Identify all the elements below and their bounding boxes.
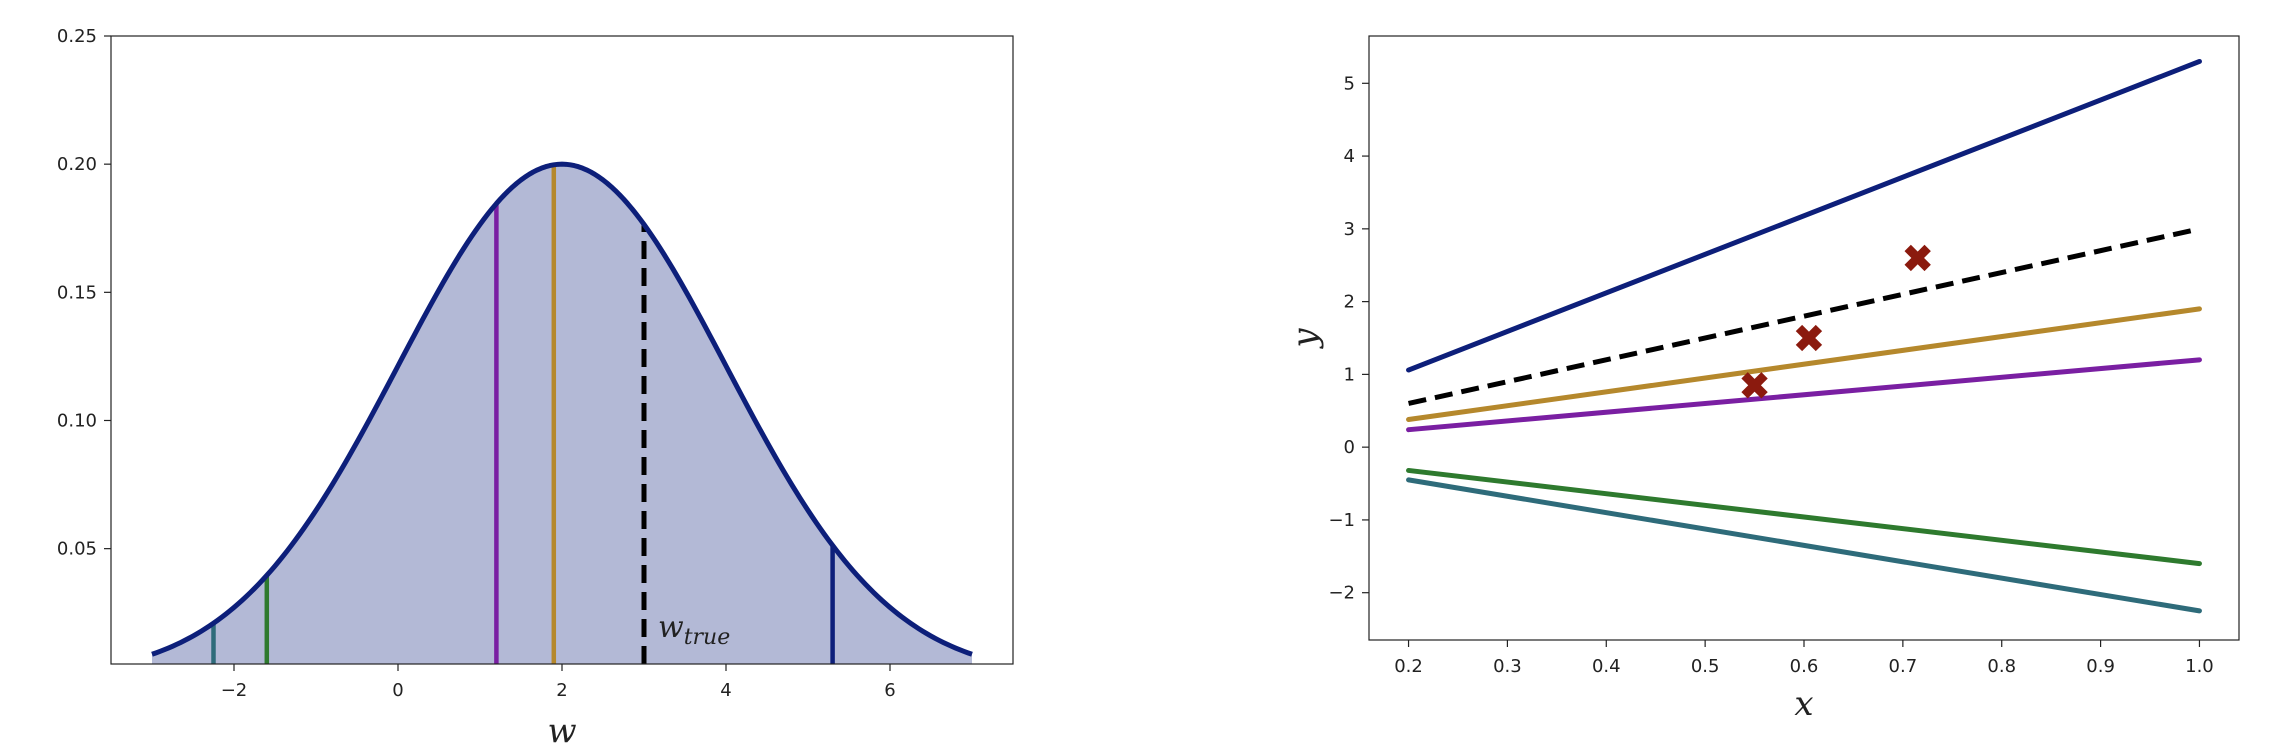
y-tick-label: 0.10 — [57, 410, 97, 431]
x-tick-label: 0.8 — [1987, 656, 2016, 677]
density-curve — [151, 161, 973, 657]
x-tick-label: 0.4 — [1592, 656, 1621, 677]
y-tick-label: −2 — [1328, 583, 1355, 604]
x-axis-label: w — [547, 711, 576, 751]
y-tick-label: 0 — [1344, 437, 1355, 458]
sample-regression-line — [1406, 467, 2202, 567]
data-point-marker — [1795, 324, 1823, 352]
y-tick-label: 1 — [1344, 364, 1355, 385]
x-tick-label: −2 — [221, 680, 248, 701]
w-true-label-sub: true — [684, 625, 731, 650]
sample-regression-line — [1406, 357, 2202, 433]
y-tick-label: 0.15 — [57, 282, 97, 303]
y-tick-label: 0.20 — [57, 154, 97, 175]
sample-regression-line — [1406, 306, 2202, 423]
y-tick-label: 3 — [1344, 219, 1355, 240]
w-true-label: wtrue — [658, 610, 730, 650]
y-tick-label: −1 — [1328, 510, 1355, 531]
density-fill — [152, 164, 972, 664]
x-tick-label: 4 — [720, 680, 731, 701]
x-tick-label: 6 — [884, 680, 895, 701]
x-tick-label: 0.3 — [1493, 656, 1522, 677]
x-tick-label: 0 — [392, 680, 403, 701]
x-tick-label: 2 — [556, 680, 567, 701]
sample-regression-line — [1406, 58, 2202, 373]
x-tick-label: 0.2 — [1394, 656, 1423, 677]
x-tick-label: 1.0 — [2185, 656, 2214, 677]
x-axis-label: x — [1794, 684, 1813, 724]
x-tick-label: 0.9 — [2086, 656, 2115, 677]
data-point-marker — [1741, 372, 1768, 399]
data-point-marker — [1904, 244, 1931, 272]
w-true-label-base: w — [658, 610, 684, 645]
x-tick-label: 0.5 — [1691, 656, 1720, 677]
x-tick-label: 0.7 — [1889, 656, 1918, 677]
y-tick-label: 4 — [1344, 146, 1355, 167]
true-function-line — [1408, 226, 2200, 406]
x-tick-label: 0.6 — [1790, 656, 1819, 677]
y-tick-label: 5 — [1344, 73, 1355, 94]
y-tick-label: 0.25 — [57, 26, 97, 47]
y-tick-label: 2 — [1344, 292, 1355, 313]
sample-regression-line — [1406, 477, 2202, 614]
y-tick-label: 0.05 — [57, 539, 97, 560]
regression-chart: 0.2 0.3 0.4 0.5 0.6 0.7 0.8 0.9 1.0 −2 −1 0 1 2 3 4 5 x y — [1285, 35, 2240, 724]
y-axis-label: y — [1285, 328, 1325, 350]
